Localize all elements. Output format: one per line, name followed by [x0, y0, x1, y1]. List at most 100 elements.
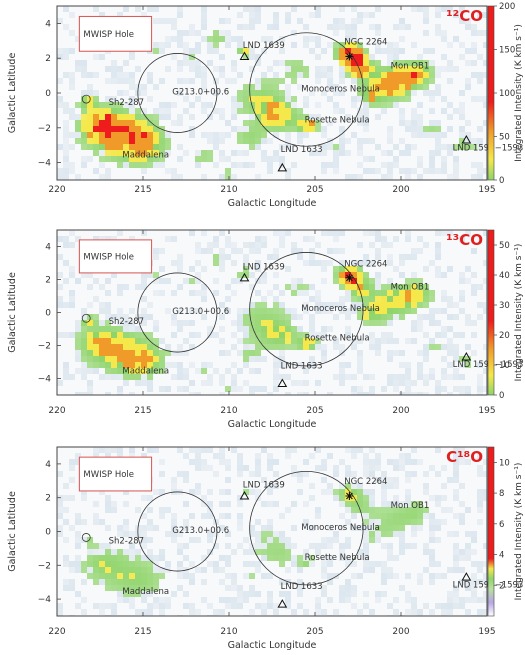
emission-pixel	[165, 144, 171, 150]
emission-pixel	[423, 603, 429, 609]
emission-pixel	[195, 60, 201, 66]
emission-pixel	[423, 6, 429, 12]
emission-pixel	[213, 567, 219, 573]
emission-pixel	[309, 561, 315, 567]
triangle-marker	[239, 272, 250, 282]
emission-pixel	[417, 114, 423, 120]
emission-pixel	[213, 453, 219, 459]
emission-pixel	[483, 459, 487, 465]
emission-pixel	[309, 356, 315, 362]
emission-pixel	[177, 350, 183, 356]
emission-pixel	[123, 525, 129, 531]
emission-pixel	[405, 144, 411, 150]
emission-pixel	[117, 447, 123, 453]
emission-pixel	[303, 519, 309, 525]
emission-pixel	[123, 72, 129, 78]
emission-pixel	[255, 356, 261, 362]
emission-pixel	[207, 326, 213, 332]
emission-pixel	[441, 483, 447, 489]
emission-pixel	[207, 537, 213, 543]
emission-pixel	[279, 350, 285, 356]
emission-pixel	[309, 344, 315, 350]
emission-pixel	[447, 477, 453, 483]
emission-pixel	[441, 374, 447, 380]
emission-pixel	[345, 483, 351, 489]
emission-pixel	[315, 603, 321, 609]
emission-pixel	[111, 555, 117, 561]
emission-pixel	[297, 114, 303, 120]
emission-pixel	[165, 362, 171, 368]
x-tick-label: 195	[478, 406, 495, 416]
emission-pixel	[267, 308, 273, 314]
emission-pixel	[417, 156, 423, 162]
emission-pixel	[201, 78, 207, 84]
emission-pixel	[177, 447, 183, 453]
emission-pixel	[363, 489, 369, 495]
emission-pixel	[423, 314, 429, 320]
emission-pixel	[381, 591, 387, 597]
emission-pixel	[399, 308, 405, 314]
emission-pixel	[135, 132, 141, 138]
emission-pixel	[291, 278, 297, 284]
emission-pixel	[123, 555, 129, 561]
annotation-label: Mon OB1	[391, 282, 430, 292]
emission-pixel	[219, 338, 225, 344]
emission-pixel	[189, 290, 195, 296]
emission-pixel	[255, 519, 261, 525]
emission-pixel	[411, 42, 417, 48]
emission-pixel	[105, 236, 111, 242]
emission-pixel	[333, 537, 339, 543]
emission-pixel	[375, 531, 381, 537]
emission-pixel	[255, 12, 261, 18]
emission-pixel	[219, 597, 225, 603]
emission-pixel	[363, 102, 369, 108]
emission-pixel	[315, 290, 321, 296]
emission-pixel	[429, 314, 435, 320]
emission-pixel	[279, 561, 285, 567]
emission-pixel	[279, 120, 285, 126]
emission-pixel	[273, 320, 279, 326]
emission-pixel	[351, 495, 357, 501]
emission-pixel	[99, 332, 105, 338]
emission-pixel	[75, 66, 81, 72]
emission-pixel	[303, 609, 309, 615]
emission-pixel	[351, 24, 357, 30]
emission-pixel	[261, 356, 267, 362]
emission-pixel	[261, 296, 267, 302]
emission-pixel	[429, 308, 435, 314]
emission-pixel	[63, 236, 69, 242]
emission-pixel	[303, 380, 309, 386]
emission-pixel	[321, 356, 327, 362]
emission-pixel	[213, 36, 219, 42]
emission-pixel	[111, 374, 117, 380]
emission-pixel	[153, 156, 159, 162]
emission-pixel	[285, 308, 291, 314]
emission-pixel	[471, 30, 477, 36]
emission-pixel	[123, 579, 129, 585]
emission-pixel	[117, 525, 123, 531]
emission-pixel	[315, 242, 321, 248]
emission-pixel	[201, 465, 207, 471]
emission-pixel	[141, 368, 147, 374]
emission-pixel	[237, 350, 243, 356]
emission-pixel	[273, 108, 279, 114]
emission-pixel	[405, 386, 411, 392]
emission-pixel	[219, 453, 225, 459]
emission-pixel	[291, 465, 297, 471]
emission-pixel	[177, 66, 183, 72]
emission-pixel	[477, 597, 483, 603]
emission-pixel	[99, 144, 105, 150]
emission-pixel	[183, 573, 189, 579]
emission-pixel	[261, 543, 267, 549]
emission-pixel	[201, 362, 207, 368]
emission-pixel	[381, 150, 387, 156]
emission-pixel	[393, 266, 399, 272]
emission-pixel	[345, 138, 351, 144]
emission-pixel	[321, 66, 327, 72]
emission-pixel	[255, 108, 261, 114]
emission-pixel	[369, 314, 375, 320]
annotation-label: G213.0+00.6	[172, 88, 229, 98]
emission-pixel	[183, 543, 189, 549]
emission-pixel	[471, 174, 477, 180]
y-tick-label: −4	[38, 375, 52, 385]
